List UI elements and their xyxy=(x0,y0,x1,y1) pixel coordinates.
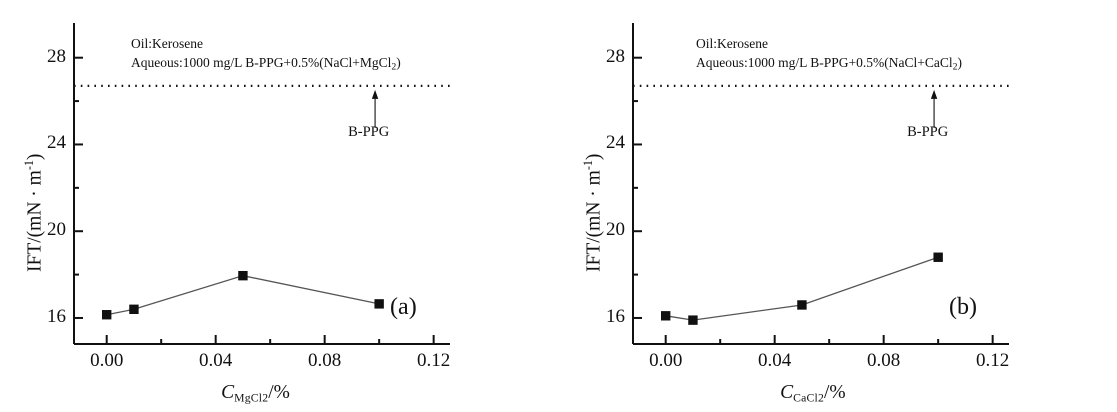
y-axis-title-unit: m xyxy=(24,169,46,185)
conditions-aqueous-suffix: ) xyxy=(396,55,401,71)
x-axis-title-a: CMgCl2/% xyxy=(221,382,290,405)
y-tick-label: 16 xyxy=(606,305,625,327)
reference-line-label-a: B-PPG xyxy=(348,123,390,140)
conditions-aqueous-prefix: Aqueous:1000 mg/L B-PPG+0.5%(NaCl+CaCl xyxy=(696,55,953,71)
x-tick-label: 0.08 xyxy=(867,350,901,371)
y-axis-title-unit: m xyxy=(583,169,605,185)
data-point-marker xyxy=(933,252,943,262)
y-tick-label: 16 xyxy=(47,305,66,327)
data-point-marker xyxy=(238,270,248,281)
data-line xyxy=(106,275,380,316)
x-axis-title-symbol: C xyxy=(780,382,794,403)
conditions-line-aqueous: Aqueous:1000 mg/L B-PPG+0.5%(NaCl+CaCl2) xyxy=(696,53,962,75)
x-axis-title-b: CCaCl2/% xyxy=(780,382,846,405)
x-tick-label: 0.00 xyxy=(90,350,124,371)
y-tick-label: 20 xyxy=(606,219,625,241)
conditions-annotation-a: Oil:Kerosene Aqueous:1000 mg/L B-PPG+0.5… xyxy=(131,34,401,75)
conditions-aqueous-subscript: 2 xyxy=(952,61,958,73)
conditions-line-oil: Oil:Kerosene xyxy=(696,36,768,51)
x-tick-label: 0.08 xyxy=(308,350,342,371)
conditions-aqueous-suffix: ) xyxy=(957,55,962,71)
y-axis-title-dot: · xyxy=(24,184,46,202)
conditions-aqueous-prefix: Aqueous:1000 mg/L B-PPG+0.5%(NaCl+MgCl xyxy=(131,55,392,71)
data-point-marker xyxy=(374,299,384,309)
x-axis-title-unit: /% xyxy=(268,382,290,403)
x-tick-label: 0.00 xyxy=(649,350,683,371)
x-axis-title-subscript: CaCl2 xyxy=(793,391,825,405)
reference-arrow-head xyxy=(930,89,938,99)
data-point-marker xyxy=(101,310,112,320)
data-point-marker xyxy=(797,300,807,310)
reference-arrow-head xyxy=(371,89,379,99)
panel-tag-b: (b) xyxy=(949,294,978,321)
data-point-marker xyxy=(688,315,698,325)
conditions-line-aqueous: Aqueous:1000 mg/L B-PPG+0.5%(NaCl+MgCl2) xyxy=(131,53,401,75)
y-tick-label: 24 xyxy=(47,132,66,154)
data-line xyxy=(665,256,939,321)
y-axis-title-b: IFT/(mN · m-1) xyxy=(581,153,605,271)
x-tick-label: 0.04 xyxy=(758,350,792,371)
x-tick-label: 0.12 xyxy=(417,350,451,371)
conditions-line-oil: Oil:Kerosene xyxy=(131,36,203,51)
data-point-marker xyxy=(660,311,671,321)
x-axis-title-unit: /% xyxy=(824,382,846,403)
x-axis-title-subscript: MgCl2 xyxy=(234,391,269,405)
x-tick-label: 0.04 xyxy=(199,350,233,371)
y-tick-label: 24 xyxy=(606,132,625,154)
y-axis-title-a: IFT/(mN · m-1) xyxy=(22,153,46,271)
panel-tag-a: (a) xyxy=(390,294,417,321)
chart-panel-a: Oil:Kerosene Aqueous:1000 mg/L B-PPG+0.5… xyxy=(0,0,558,412)
conditions-annotation-b: Oil:Kerosene Aqueous:1000 mg/L B-PPG+0.5… xyxy=(696,34,962,75)
reference-line-label-b: B-PPG xyxy=(907,123,949,140)
data-point-marker xyxy=(129,304,139,314)
y-axis-title-exponent: -1 xyxy=(22,159,36,170)
plot-area-a xyxy=(73,23,450,345)
y-tick-label: 28 xyxy=(606,45,625,67)
y-tick-label: 28 xyxy=(47,45,66,67)
y-axis-title-exponent: -1 xyxy=(581,159,595,170)
chart-panel-b: Oil:Kerosene Aqueous:1000 mg/L B-PPG+0.5… xyxy=(559,0,1117,412)
y-axis-title-dot: · xyxy=(583,184,605,202)
y-tick-label: 20 xyxy=(47,219,66,241)
x-axis-title-symbol: C xyxy=(221,382,235,403)
plot-area-b xyxy=(632,23,1009,345)
conditions-aqueous-subscript: 2 xyxy=(391,61,397,73)
x-tick-label: 0.12 xyxy=(976,350,1010,371)
